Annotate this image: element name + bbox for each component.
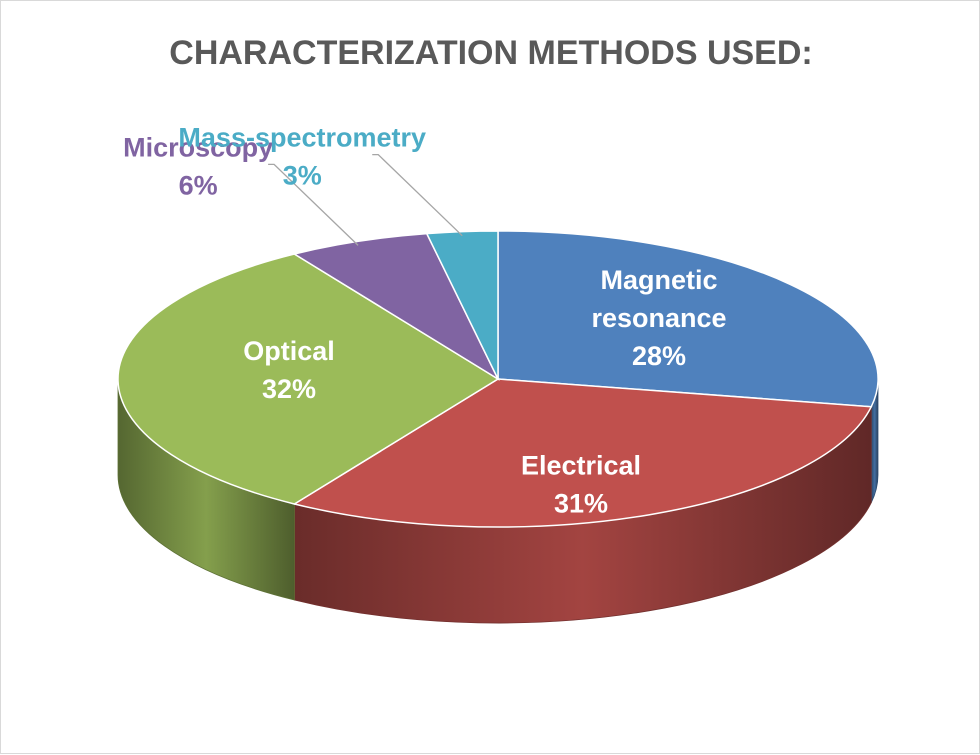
- pie-slice-4: [425, 230, 499, 380]
- pie-slice-2: [117, 253, 500, 505]
- leader-lines: [268, 154, 463, 246]
- pie-slice-3: [292, 232, 500, 381]
- leader-line-4: [372, 154, 463, 237]
- data-label-4: Mass-spectrometry 3%: [178, 123, 426, 191]
- data-labels: Magnetic resonance 28% Electrical 31% Optical…: [123, 123, 726, 519]
- data-label-3: Microscopy 6%: [123, 132, 273, 200]
- data-label-2: Optical 32%: [243, 336, 335, 404]
- pie-slice-0: [497, 230, 879, 408]
- data-label-1: Electrical 31%: [521, 451, 641, 519]
- data-label-0: Magnetic resonance 28%: [591, 265, 726, 371]
- chart-title: CHARACTERIZATION METHODS USED:: [169, 34, 812, 72]
- pie-slices: [117, 230, 879, 528]
- leader-line-3: [268, 163, 359, 246]
